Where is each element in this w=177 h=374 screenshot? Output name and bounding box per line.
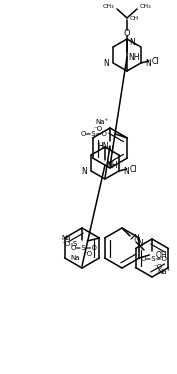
Text: Na: Na [62,235,71,241]
Text: Na⁺: Na⁺ [157,269,170,275]
Text: ⁻O₃S: ⁻O₃S [61,241,77,247]
Text: Cl: Cl [130,165,138,174]
Text: O: O [124,28,130,37]
Text: N: N [107,145,113,154]
Text: N: N [129,37,135,46]
Text: O=S=O: O=S=O [80,131,107,137]
Text: N: N [81,166,87,175]
Text: CH: CH [130,15,139,21]
Text: Cl: Cl [152,56,160,65]
Text: CH₃: CH₃ [140,3,152,9]
Text: Na: Na [70,255,80,261]
Text: ⁻O: ⁻O [84,251,93,257]
Text: N: N [103,58,109,67]
Text: N: N [133,233,139,242]
Text: Na⁺: Na⁺ [96,119,109,125]
Text: ⁻O: ⁻O [93,126,102,132]
Text: CH₃: CH₃ [102,3,114,9]
Text: OH: OH [155,251,167,260]
Text: O=S=O: O=S=O [71,245,97,251]
Text: ⁻O: ⁻O [154,264,163,270]
Text: N: N [145,58,151,67]
Text: N: N [123,166,129,175]
Text: NH: NH [106,161,118,170]
Text: N: N [137,239,143,248]
Text: NH: NH [128,53,139,62]
Text: O=S=O: O=S=O [141,256,167,262]
Text: HN: HN [98,142,109,151]
